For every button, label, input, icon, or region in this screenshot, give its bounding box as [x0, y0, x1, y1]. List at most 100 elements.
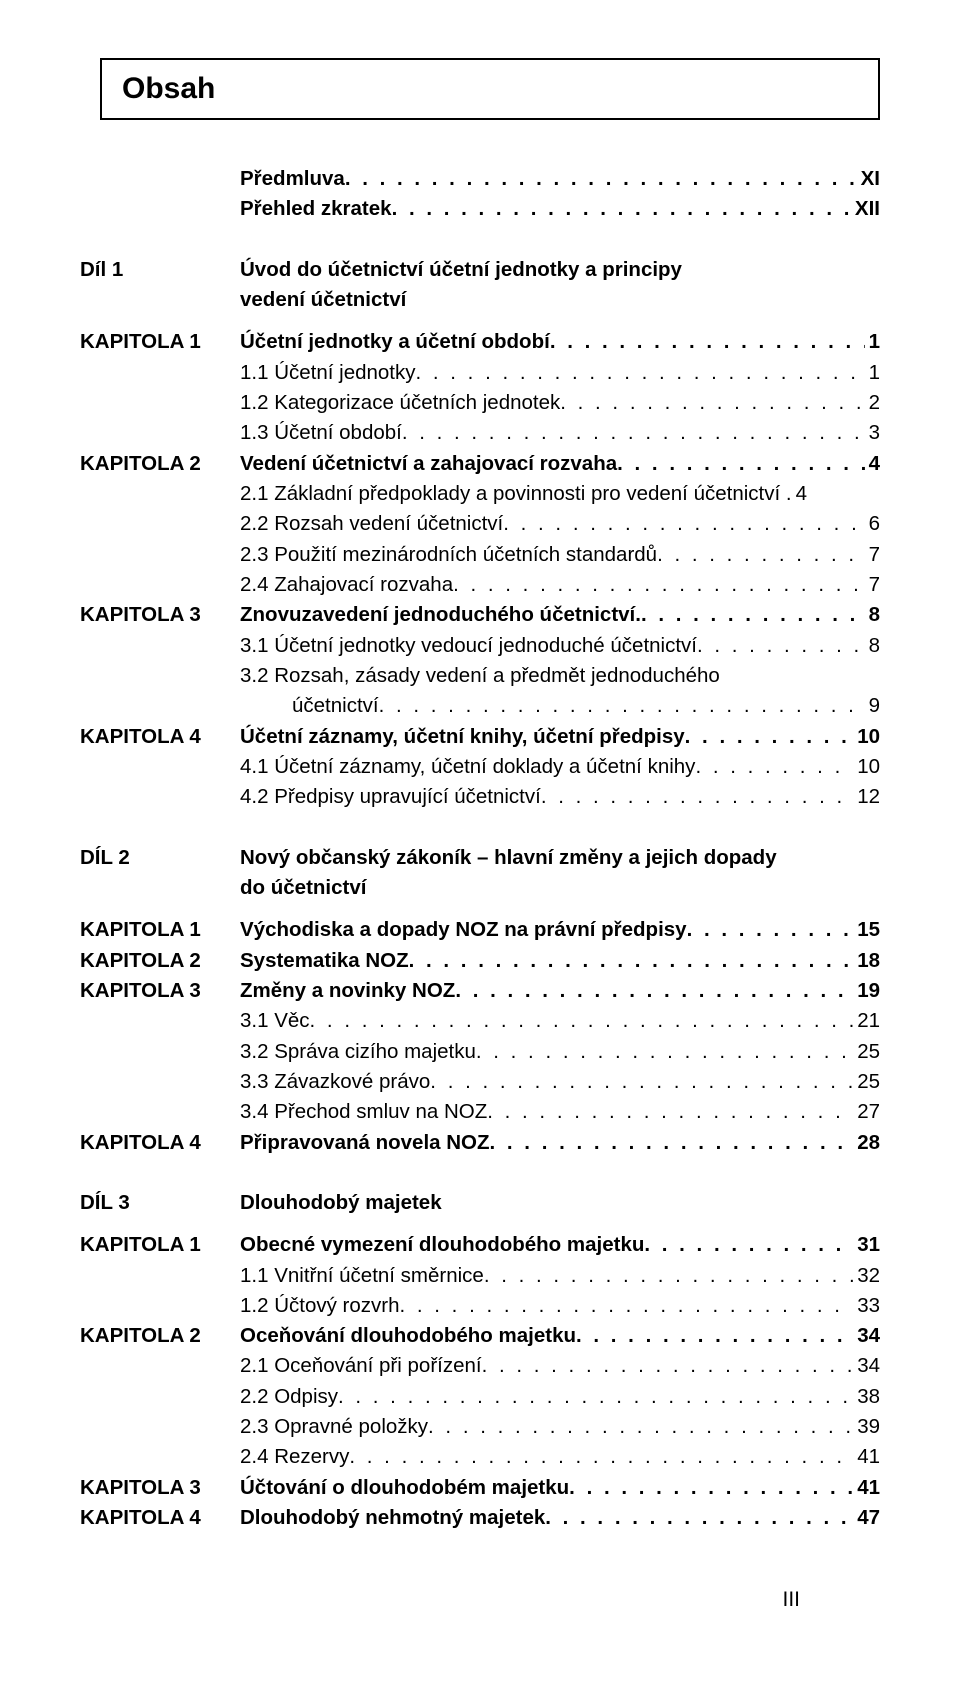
toc-line: 1.2 Účtový rozvrh 33	[80, 1291, 880, 1321]
toc-line: KAPITOLA 3Změny a novinky NOZ 19	[80, 976, 880, 1006]
toc-dots	[490, 1128, 854, 1158]
toc-page-number: XI	[857, 164, 880, 194]
toc-page-number: 18	[853, 946, 880, 976]
toc-entry-text: Znovuzavedení jednoduchého účetnictví.	[240, 600, 641, 630]
toc-entry-text: 2.4 Zahajovací rozvaha	[240, 570, 453, 600]
toc-line: Přehled zkratek XII	[80, 194, 880, 224]
toc-page-number: 10	[853, 752, 880, 782]
toc-label: DÍL 3	[80, 1188, 240, 1218]
toc-page-number: 10	[853, 722, 880, 752]
toc-page-number: 28	[853, 1128, 880, 1158]
toc-line: do účetnictví	[80, 873, 880, 903]
toc-dots	[409, 946, 854, 976]
toc-text-col: 1.3 Účetní období 3	[240, 418, 880, 448]
toc-line: KAPITOLA 4Účetní záznamy, účetní knihy, …	[80, 722, 880, 752]
toc-entry-text: Účtování o dlouhodobém majetku	[240, 1473, 569, 1503]
toc-entry-text: 3.1 Věc	[240, 1006, 310, 1036]
toc-text-col: Přehled zkratek XII	[240, 194, 880, 224]
toc-dots	[503, 509, 864, 539]
toc-text-col: 2.4 Rezervy 41	[240, 1442, 880, 1472]
toc-label: KAPITOLA 2	[80, 946, 240, 976]
toc-text-col: Předmluva XI	[240, 164, 880, 194]
toc-line: KAPITOLA 3Znovuzavedení jednoduchého úče…	[80, 600, 880, 630]
toc-page-number: 2	[865, 388, 880, 418]
toc-entry-text: 2.1 Oceňování při pořízení	[240, 1351, 482, 1381]
toc-text-col: 2.2 Odpisy 38	[240, 1382, 880, 1412]
toc-dots	[560, 388, 864, 418]
toc-page-number: 12	[853, 782, 880, 812]
toc-entry-text: Systematika NOZ	[240, 946, 409, 976]
toc-line: 3.4 Přechod smluv na NOZ 27	[80, 1097, 880, 1127]
toc-line: KAPITOLA 4Připravovaná novela NOZ 28	[80, 1128, 880, 1158]
toc-entry-text: Předmluva	[240, 164, 345, 194]
toc-line: 3.1 Účetní jednotky vedoucí jednoduché ú…	[80, 631, 880, 661]
toc-entry-text: 1.2 Kategorizace účetních jednotek	[240, 388, 560, 418]
toc-line: 1.1 Vnitřní účetní směrnice 32	[80, 1261, 880, 1291]
toc-text-col: 3.2 Správa cizího majetku 25	[240, 1037, 880, 1067]
toc-entry-text: 1.3 Účetní období	[240, 418, 402, 448]
toc-page-number: 19	[853, 976, 880, 1006]
toc-line: DÍL 2Nový občanský zákoník – hlavní změn…	[80, 843, 880, 873]
toc-page-number: 3	[865, 418, 880, 448]
toc-page-number: 27	[853, 1097, 880, 1127]
toc-text-col: Nový občanský zákoník – hlavní změny a j…	[240, 843, 880, 873]
toc-dots	[687, 915, 854, 945]
toc-text-col: 2.3 Opravné položky 39	[240, 1412, 880, 1442]
toc-text-col: 1.2 Účtový rozvrh 33	[240, 1291, 880, 1321]
toc-text-col: 1.1 Účetní jednotky 1	[240, 358, 880, 388]
toc-dots	[310, 1006, 854, 1036]
toc-line: 2.4 Zahajovací rozvaha 7	[80, 570, 880, 600]
toc-label: DÍL 2	[80, 843, 240, 873]
toc-dots	[657, 540, 865, 570]
toc-entry-text: Změny a novinky NOZ	[240, 976, 455, 1006]
toc-page-number: 4	[865, 449, 880, 479]
toc-page-number: 41	[853, 1442, 880, 1472]
toc-dots	[484, 1261, 853, 1291]
toc-page-number: 4	[792, 479, 807, 509]
toc-text-col: Východiska a dopady NOZ na právní předpi…	[240, 915, 880, 945]
toc-text-col: účetnictví 9	[240, 691, 880, 721]
toc-dots	[550, 327, 865, 357]
toc-entry-text: 2.3 Použití mezinárodních účetních stand…	[240, 540, 657, 570]
toc-label: KAPITOLA 3	[80, 976, 240, 1006]
toc-text-col: Účetní záznamy, účetní knihy, účetní pře…	[240, 722, 880, 752]
toc-label: KAPITOLA 4	[80, 1503, 240, 1533]
toc-label: KAPITOLA 1	[80, 327, 240, 357]
toc-text-col: 1.1 Vnitřní účetní směrnice 32	[240, 1261, 880, 1291]
toc-entry-text: Oceňování dlouhodobého majetku	[240, 1321, 576, 1351]
toc-page-number: 47	[853, 1503, 880, 1533]
toc-entry-text: 3.1 Účetní jednotky vedoucí jednoduché ú…	[240, 631, 697, 661]
toc-label: KAPITOLA 2	[80, 449, 240, 479]
toc-label: KAPITOLA 3	[80, 1473, 240, 1503]
toc-dots	[349, 1442, 853, 1472]
toc-dots	[569, 1473, 853, 1503]
toc-dots	[345, 164, 857, 194]
toc-page-number: 7	[865, 570, 880, 600]
toc-dots	[617, 449, 864, 479]
toc-page-number: 34	[853, 1321, 880, 1351]
toc-text-col: Oceňování dlouhodobého majetku 34	[240, 1321, 880, 1351]
toc-page-number: 1	[865, 358, 880, 388]
toc-entry-text: Účetní jednotky a účetní období	[240, 327, 550, 357]
toc-entry-text: Úvod do účetnictví účetní jednotky a pri…	[240, 255, 682, 285]
toc-label: KAPITOLA 3	[80, 600, 240, 630]
toc-text-col: 1.2 Kategorizace účetních jednotek 2	[240, 388, 880, 418]
toc-line: 4.2 Předpisy upravující účetnictví 12	[80, 782, 880, 812]
toc-label: KAPITOLA 4	[80, 722, 240, 752]
page-title: Obsah	[122, 72, 858, 106]
toc-line: KAPITOLA 1Účetní jednotky a účetní obdob…	[80, 327, 880, 357]
toc-line: Předmluva XI	[80, 164, 880, 194]
toc-dots	[338, 1382, 853, 1412]
toc-page-number: 25	[853, 1067, 880, 1097]
toc-entry-text: Připravovaná novela NOZ	[240, 1128, 490, 1158]
toc-dots	[428, 1412, 853, 1442]
toc-text-col: 2.2 Rozsah vedení účetnictví 6	[240, 509, 880, 539]
toc-line: 2.1 Základní předpoklady a povinnosti pr…	[80, 479, 880, 509]
toc-dots	[402, 418, 865, 448]
toc-entry-text: 3.2 Rozsah, zásady vedení a předmět jedn…	[240, 661, 720, 691]
toc-dots	[576, 1321, 853, 1351]
toc-dots	[541, 782, 853, 812]
toc-line: 4.1 Účetní záznamy, účetní doklady a úče…	[80, 752, 880, 782]
toc-line: 2.2 Rozsah vedení účetnictví 6	[80, 509, 880, 539]
toc-dots	[487, 1097, 853, 1127]
